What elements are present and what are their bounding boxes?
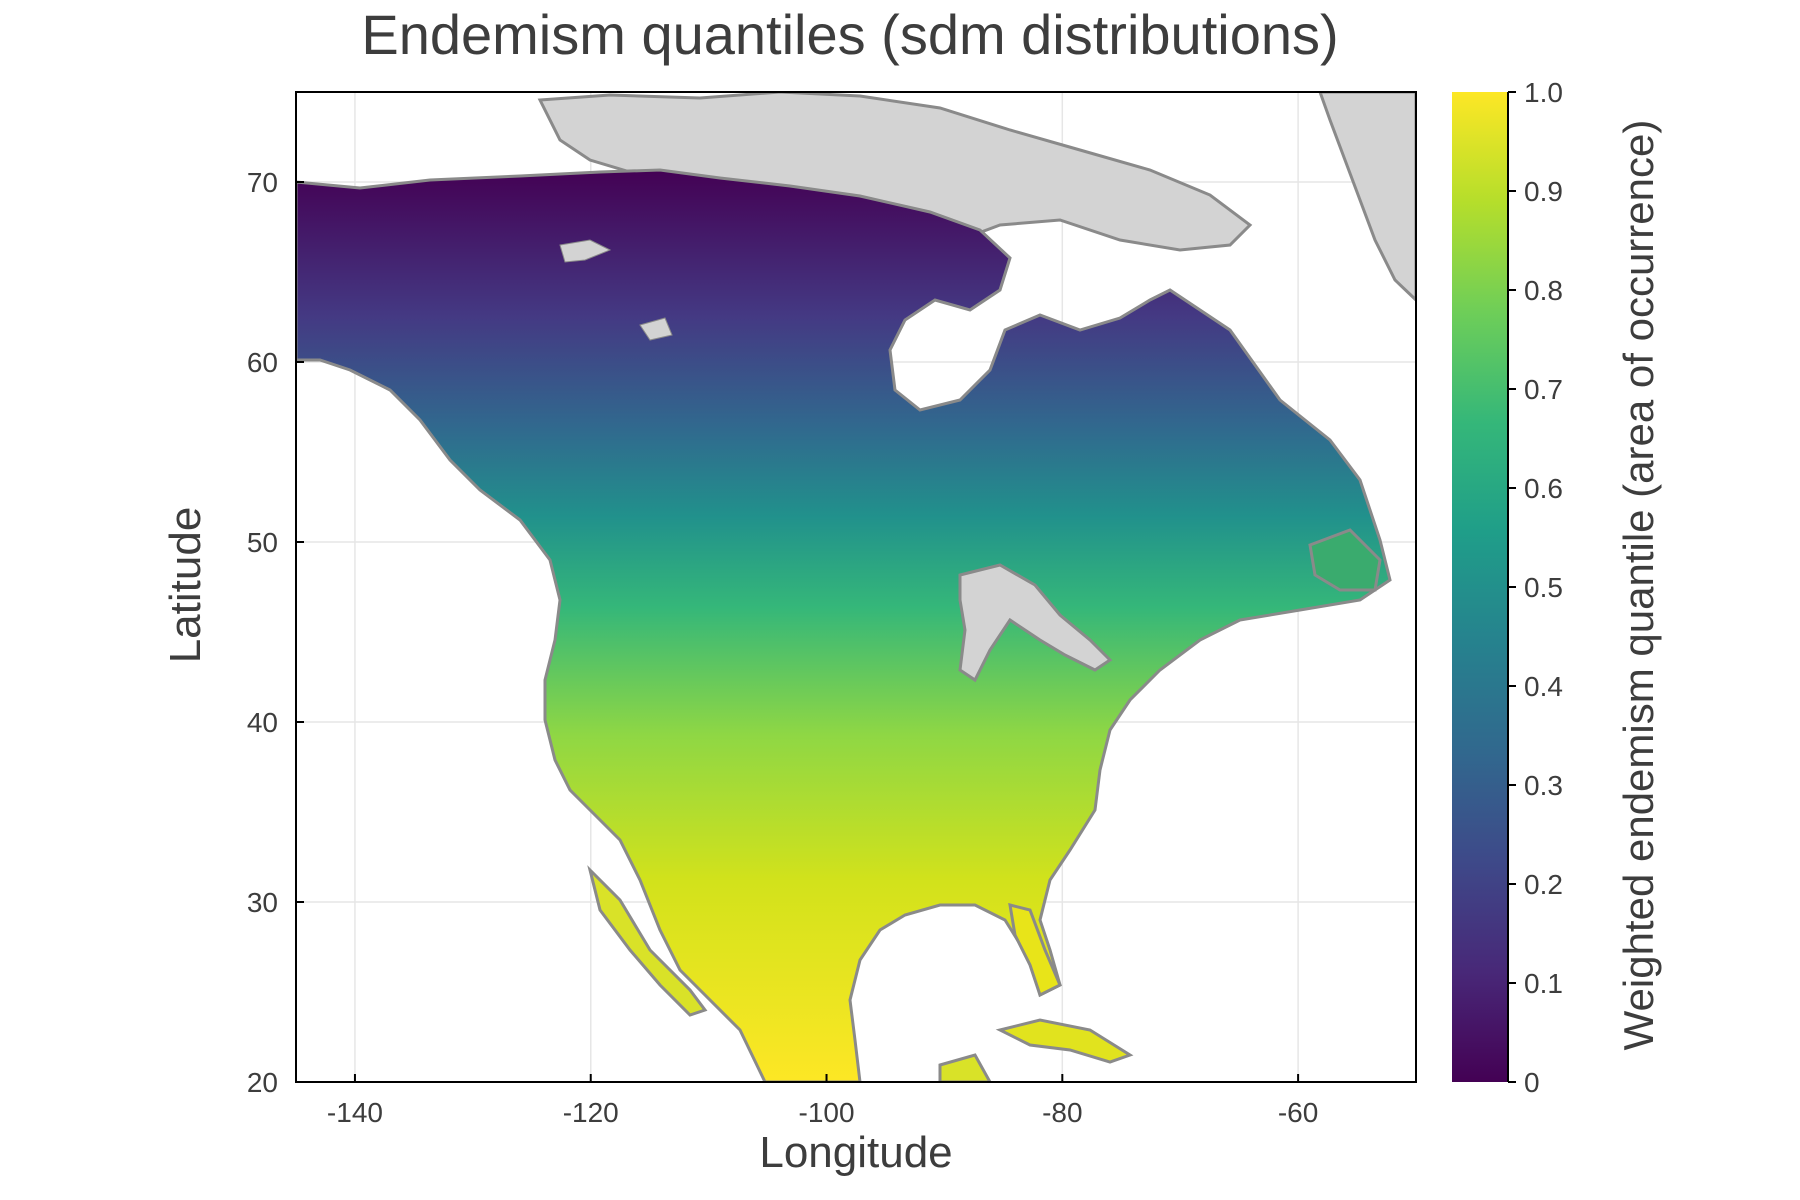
y-ticks: 20 30 40 50 60 70: [247, 167, 304, 1098]
colorbar-tick-label: 0: [1524, 1067, 1540, 1098]
great-lakes: [958, 563, 1113, 683]
x-ticks: -140 -120 -100 -80 -60: [327, 1074, 1318, 1128]
colorbar-tick-label: 0.2: [1524, 869, 1563, 900]
continent-heatmap: [296, 168, 1392, 1082]
y-tick-label: 20: [247, 1067, 278, 1098]
x-tick-label: -140: [327, 1097, 383, 1128]
y-tick-label: 30: [247, 887, 278, 918]
greenland-land: [1318, 92, 1416, 303]
colorbar-ticks: 0 0.1 0.2 0.3 0.4 0.5 0.6 0.7 0.8 0.9 1.0: [1508, 77, 1563, 1098]
great-bear-lake: [639, 317, 673, 341]
cuba-island: [995, 1018, 1134, 1064]
newfoundland-island: [1308, 528, 1382, 592]
north-america-land: [296, 168, 1392, 1082]
x-tick-label: -60: [1278, 1097, 1318, 1128]
y-tick-label: 40: [247, 707, 278, 738]
colorbar-tick-label: 0.5: [1524, 572, 1563, 603]
x-axis-label: Longitude: [759, 1128, 953, 1177]
map-layer: [296, 92, 1416, 1082]
yucatan-peninsula: [938, 1053, 992, 1082]
great-slave-lake: [559, 239, 612, 263]
colorbar-tick-label: 0.6: [1524, 473, 1563, 504]
florida-peninsula: [1008, 902, 1062, 998]
colorbar-tick-label: 0.9: [1524, 176, 1563, 207]
colorbar-tick-label: 0.7: [1524, 374, 1563, 405]
x-tick-label: -100: [799, 1097, 855, 1128]
colorbar-tick-label: 0.8: [1524, 275, 1563, 306]
colorbar-tick-label: 0.4: [1524, 671, 1563, 702]
x-tick-label: -80: [1042, 1097, 1082, 1128]
baja-peninsula: [587, 865, 708, 1017]
y-tick-label: 50: [247, 527, 278, 558]
colorbar-tick-label: 0.1: [1524, 968, 1563, 999]
colorbar: [1452, 92, 1508, 1082]
plot-frame: [295, 91, 1417, 1083]
colorbar-tick-label: 0.3: [1524, 770, 1563, 801]
y-tick-label: 60: [247, 347, 278, 378]
x-tick-label: -120: [563, 1097, 619, 1128]
chart-title: Endemism quantiles (sdm distributions): [361, 3, 1339, 66]
y-tick-label: 70: [247, 167, 278, 198]
colorbar-tick-label: 1.0: [1524, 77, 1563, 108]
